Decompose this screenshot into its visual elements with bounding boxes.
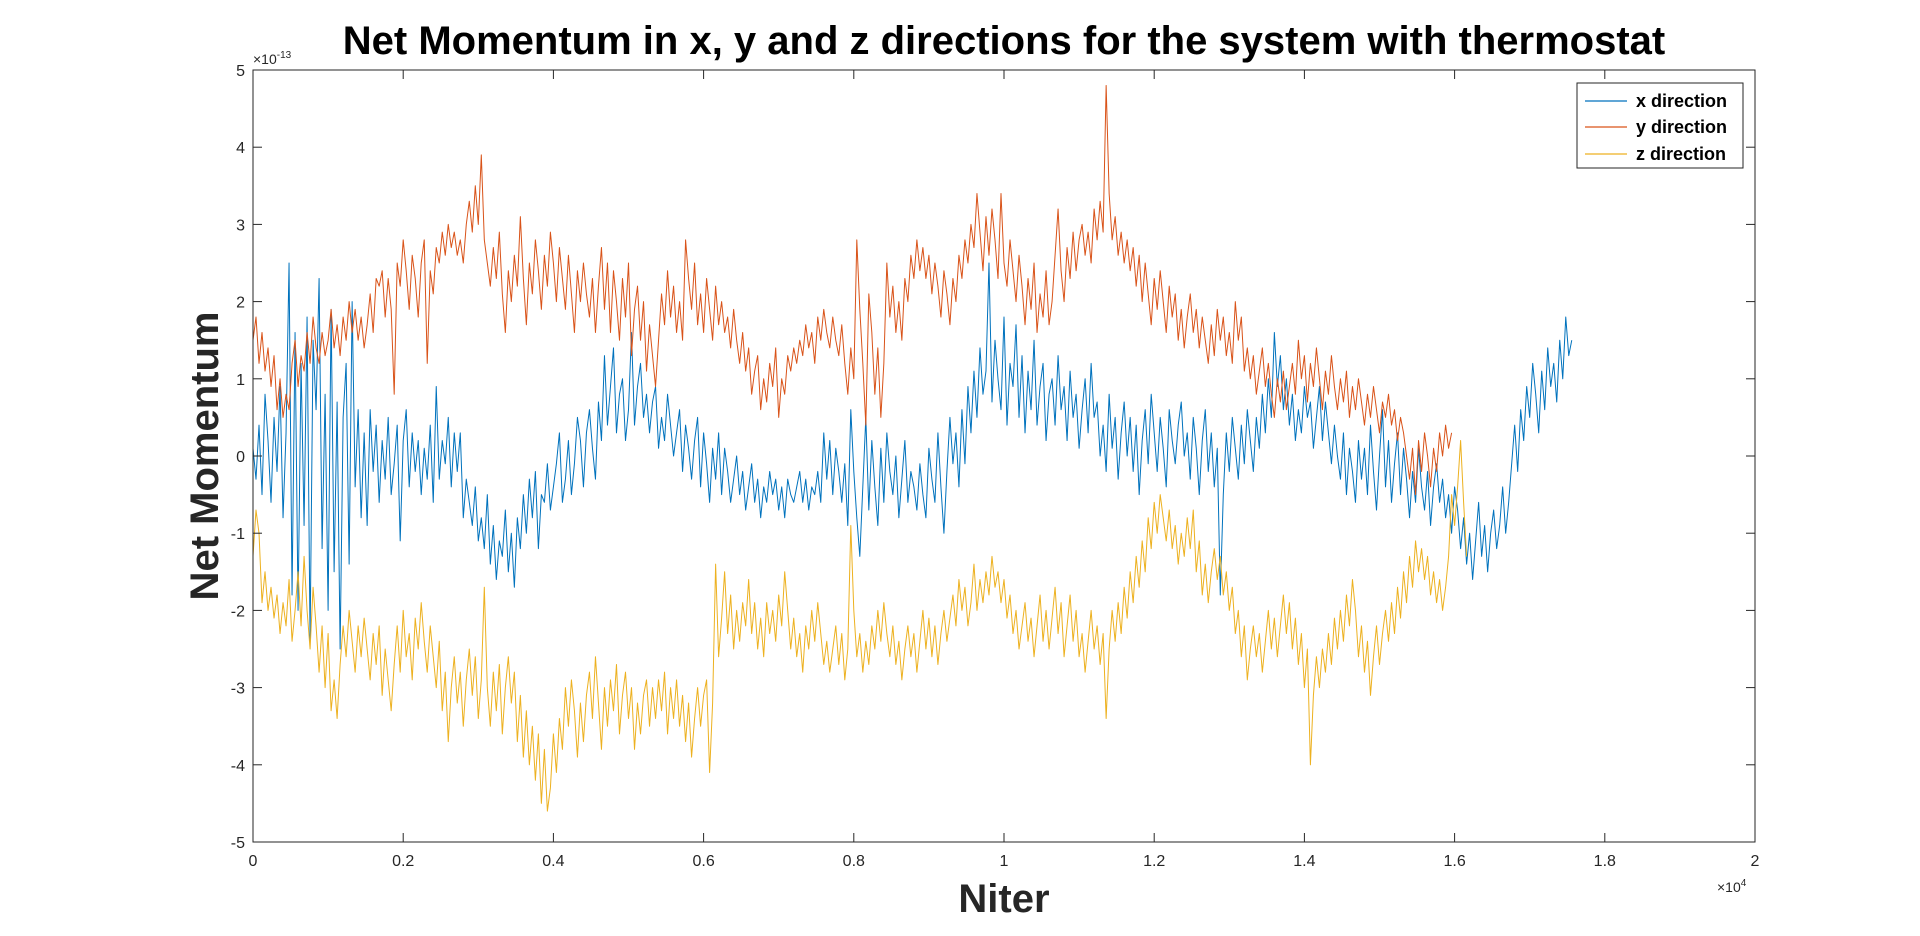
y-tick-label: 0 [236, 449, 245, 466]
x-tick-label: 0.8 [843, 853, 865, 870]
x-axis-exponent: ×104 [1717, 878, 1747, 895]
axes-box [252, 69, 1756, 843]
x-exponent-base: ×10 [1717, 879, 1741, 895]
legend-label-z: z direction [1636, 144, 1726, 164]
x-tick-label: 2 [1751, 853, 1760, 870]
x-tick-label: 1 [1000, 853, 1009, 870]
series-layer [252, 84, 1573, 812]
legend-label-x: x direction [1636, 91, 1727, 111]
chart-title: Net Momentum in x, y and z directions fo… [343, 19, 1665, 63]
y-axis-exponent: ×10-13 [253, 50, 292, 67]
y-tick-label: 2 [236, 295, 245, 312]
y-exponent-power: -13 [277, 50, 292, 61]
x-tick-label: 0.4 [542, 853, 564, 870]
x-axis-label: Niter [958, 877, 1049, 921]
ticks-layer: 0 0.2 0.4 0.6 0.8 1 1.2 1.4 1.6 1.8 2 5 4 3 2 1 0 -1 -2 -3 -… [231, 63, 1760, 870]
y-tick-label: 3 [236, 217, 245, 234]
y-tick-label: 1 [236, 372, 245, 389]
y-tick-label: 5 [236, 63, 245, 80]
y-tick-label: 4 [236, 140, 245, 157]
plot-area [253, 70, 1755, 842]
x-tick-label: 0.2 [392, 853, 414, 870]
x-tick-label: 1.2 [1143, 853, 1165, 870]
y-exponent-base: ×10 [253, 51, 277, 67]
series-line-x [252, 262, 1573, 650]
y-tick-label: -3 [231, 681, 245, 698]
y-axis-label: Net Momentum [183, 312, 227, 601]
x-tick-label: 0.6 [692, 853, 714, 870]
x-tick-label: 1.6 [1443, 853, 1465, 870]
y-tick-label: -4 [231, 758, 245, 775]
y-tick-label: -5 [231, 835, 245, 852]
series-line-z [252, 440, 1468, 812]
y-tick-label: -1 [231, 526, 245, 543]
series-line-y [252, 84, 1453, 496]
x-exponent-power: 4 [1741, 878, 1747, 889]
x-tick-label: 0 [249, 853, 258, 870]
legend: x direction y direction z direction [1576, 82, 1744, 169]
x-tick-label: 1.8 [1594, 853, 1616, 870]
legend-label-y: y direction [1636, 117, 1727, 137]
x-tick-label: 1.4 [1293, 853, 1315, 870]
y-tick-label: -2 [231, 603, 245, 620]
